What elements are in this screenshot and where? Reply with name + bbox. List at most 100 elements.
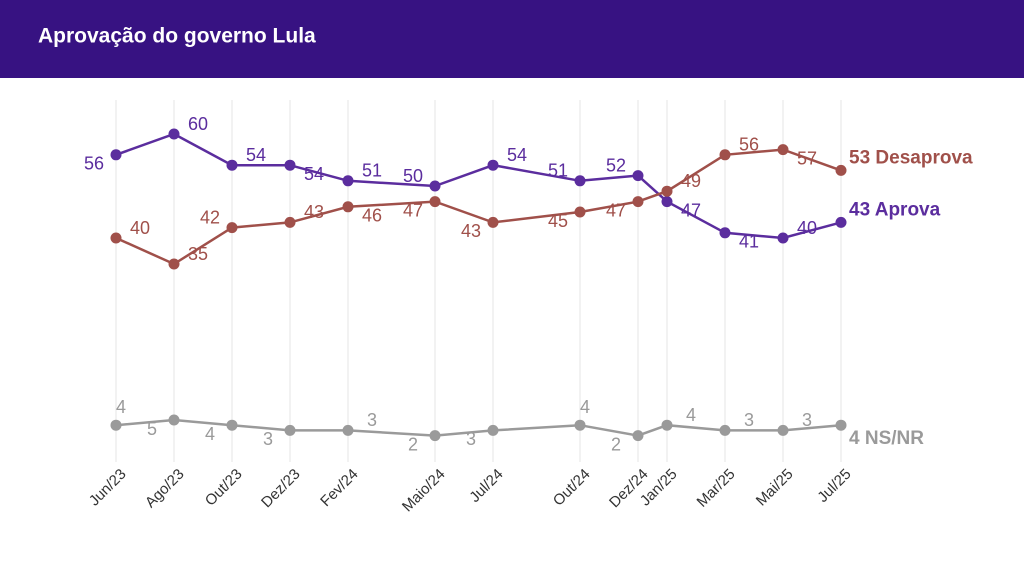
data-label: 53 bbox=[849, 147, 870, 168]
data-label: 41 bbox=[739, 232, 759, 252]
data-label: 3 bbox=[466, 429, 476, 449]
data-label: 3 bbox=[263, 429, 273, 449]
data-label: 50 bbox=[403, 166, 423, 186]
point bbox=[342, 175, 354, 187]
point bbox=[777, 232, 789, 244]
data-label: 2 bbox=[611, 434, 621, 454]
chart-title: Aprovação do governo Lula bbox=[38, 25, 316, 48]
data-label: 4 bbox=[686, 405, 696, 425]
point bbox=[487, 424, 499, 436]
legend-label: Aprova bbox=[875, 199, 941, 220]
point bbox=[719, 424, 731, 436]
data-label: 3 bbox=[802, 410, 812, 430]
point bbox=[835, 419, 847, 431]
data-label: 46 bbox=[362, 206, 382, 226]
x-tick-label: Ago/23 bbox=[142, 466, 188, 512]
data-label: 40 bbox=[130, 218, 150, 238]
point bbox=[719, 149, 731, 161]
point bbox=[168, 128, 180, 140]
point bbox=[168, 258, 180, 270]
data-label: 47 bbox=[681, 200, 701, 220]
x-tick-label: Out/24 bbox=[550, 466, 594, 510]
point bbox=[487, 159, 499, 171]
point bbox=[777, 144, 789, 156]
data-label: 4 bbox=[205, 424, 215, 444]
data-label: 3 bbox=[744, 410, 754, 430]
point bbox=[632, 170, 644, 182]
point bbox=[429, 430, 441, 442]
data-label: 54 bbox=[246, 145, 266, 165]
point bbox=[342, 424, 354, 436]
legend-label: Desaprova bbox=[875, 147, 973, 168]
data-label: 54 bbox=[507, 145, 527, 165]
data-label: 4 bbox=[849, 428, 860, 449]
point bbox=[110, 232, 122, 244]
x-tick-label: Jul/24 bbox=[466, 466, 506, 506]
x-tick-label: Dez/23 bbox=[258, 466, 304, 512]
data-label: 43 bbox=[849, 199, 870, 220]
point bbox=[487, 216, 499, 228]
x-tick-label: Mai/25 bbox=[753, 466, 797, 510]
point bbox=[284, 159, 296, 171]
data-label: 43 bbox=[461, 221, 481, 241]
data-label: 54 bbox=[304, 164, 324, 184]
data-label: 45 bbox=[548, 211, 568, 231]
point bbox=[574, 206, 586, 218]
data-label: 35 bbox=[188, 244, 208, 264]
data-label: 43 bbox=[304, 202, 324, 222]
data-label: 51 bbox=[548, 161, 568, 181]
x-tick-label: Mar/25 bbox=[694, 466, 739, 511]
data-label: 49 bbox=[681, 171, 701, 191]
point bbox=[777, 424, 789, 436]
point bbox=[574, 175, 586, 187]
x-tick-label: Fev/24 bbox=[317, 466, 361, 510]
x-tick-label: Jul/25 bbox=[814, 466, 854, 506]
point bbox=[110, 149, 122, 161]
point bbox=[632, 196, 644, 208]
data-label: 4 bbox=[580, 397, 590, 417]
point bbox=[342, 201, 354, 213]
legend-label: NS/NR bbox=[865, 428, 924, 449]
point bbox=[284, 216, 296, 228]
data-label: 2 bbox=[408, 434, 418, 454]
data-label: 47 bbox=[403, 200, 423, 220]
point bbox=[226, 419, 238, 431]
x-tick-label: Maio/24 bbox=[399, 466, 449, 516]
point bbox=[110, 419, 122, 431]
line bbox=[115, 148, 842, 266]
line bbox=[115, 418, 842, 437]
point bbox=[168, 414, 180, 426]
end-label: 4 NS/NR bbox=[849, 428, 924, 449]
data-label: 3 bbox=[367, 410, 377, 430]
x-tick-label: Jun/23 bbox=[86, 466, 130, 510]
point bbox=[835, 164, 847, 176]
point bbox=[719, 227, 731, 239]
point bbox=[226, 222, 238, 234]
point bbox=[429, 196, 441, 208]
point bbox=[661, 196, 673, 208]
x-tick-label: Out/23 bbox=[202, 466, 246, 510]
data-label: 40 bbox=[797, 218, 817, 238]
data-label: 60 bbox=[188, 114, 208, 134]
data-label: 5 bbox=[147, 419, 157, 439]
data-label: 4 bbox=[116, 397, 126, 417]
data-label: 56 bbox=[84, 154, 104, 174]
end-label: 43 Aprova bbox=[849, 199, 941, 220]
data-label: 42 bbox=[200, 207, 220, 227]
end-label: 53 Desaprova bbox=[849, 147, 973, 168]
point bbox=[835, 216, 847, 228]
point bbox=[661, 419, 673, 431]
data-label: 47 bbox=[606, 200, 626, 220]
point bbox=[226, 159, 238, 171]
data-label: 57 bbox=[797, 148, 817, 168]
header bbox=[0, 0, 1024, 78]
point bbox=[661, 185, 673, 197]
point bbox=[284, 424, 296, 436]
data-label: 52 bbox=[606, 155, 626, 175]
point bbox=[574, 419, 586, 431]
point bbox=[632, 430, 644, 442]
data-label: 51 bbox=[362, 161, 382, 181]
data-label: 56 bbox=[739, 135, 759, 155]
point bbox=[429, 180, 441, 192]
